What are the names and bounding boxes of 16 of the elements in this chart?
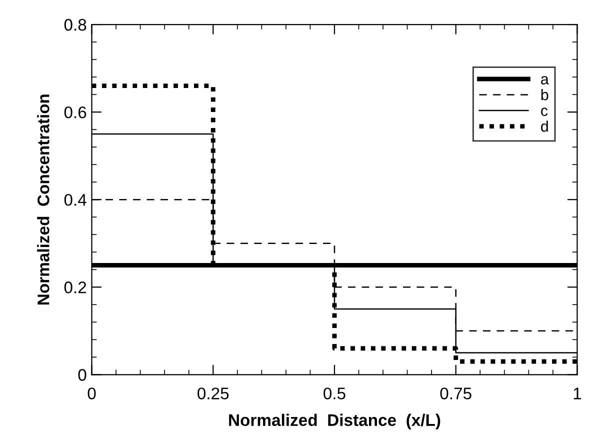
y-tick-label: 0.8 (64, 18, 86, 31)
x-tick-label: 0.75 (440, 388, 472, 400)
y-tick-label: 0.4 (64, 194, 86, 206)
y-axis-title: Normalized Concentration (37, 94, 50, 304)
y-tick-label: 0.2 (64, 282, 86, 294)
legend-label: c (541, 108, 548, 116)
x-tick-label: 1 (574, 388, 582, 400)
y-tick-label: 0 (78, 369, 86, 381)
legend-label: d (541, 120, 548, 132)
legend-label: a (541, 76, 549, 85)
x-axis-title: Normalized Distance (x/L) (229, 414, 440, 430)
x-tick-label: 0 (88, 388, 96, 400)
y-tick-label: 0.6 (64, 106, 86, 118)
legend-label: b (541, 89, 548, 100)
x-tick-label: 0.5 (324, 388, 346, 400)
x-tick-label: 0.25 (198, 388, 229, 400)
